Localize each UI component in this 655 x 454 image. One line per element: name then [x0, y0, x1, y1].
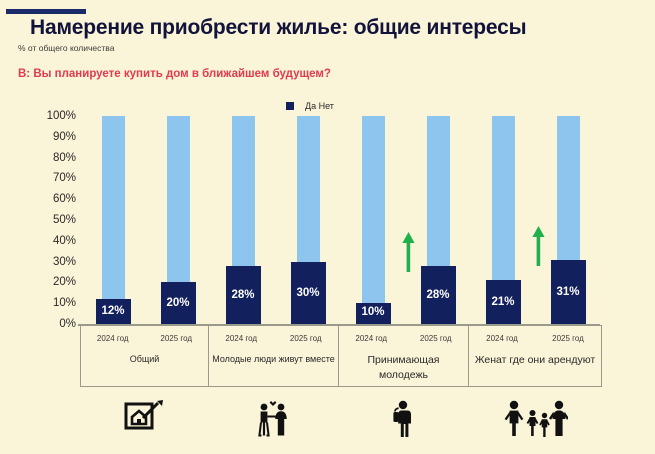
pictogram-row — [78, 392, 600, 450]
bar-value-label: 28% — [231, 288, 255, 301]
group-name-label: Принимающая молодежь — [367, 354, 440, 382]
bar-segment-no[interactable] — [167, 116, 190, 324]
group-bracket: 2024 год 2025 год Молодые люди живут вмест… — [208, 325, 338, 387]
bar-value-label: 21% — [491, 295, 515, 308]
group-name-label: Общий — [129, 354, 160, 364]
bar-value-label: 12% — [101, 304, 125, 317]
year-label: 2025 год — [289, 334, 322, 343]
bar-segment-no[interactable] — [362, 116, 385, 324]
bar-segment-yes[interactable] — [161, 282, 196, 324]
y-axis-tick: 0% — [59, 318, 76, 330]
bar-group: 30% — [279, 116, 337, 324]
bar-group: 20% — [149, 116, 207, 324]
y-axis-tick: 60% — [52, 193, 76, 206]
bar-segment-yes[interactable] — [356, 303, 391, 324]
legend-label: Да Нет — [305, 101, 334, 111]
subtitle: % от общего количества — [18, 43, 115, 53]
y-axis-tick: 100% — [46, 110, 76, 122]
bar-value-label: 20% — [166, 296, 190, 309]
group-name-label: Женат где они арендуют — [474, 354, 596, 366]
group-bracket: 2024 год 2025 год Женат где они арендуют — [468, 325, 602, 387]
year-row: 2024 год 2025 год — [81, 334, 208, 343]
bar-group: 10% — [344, 116, 402, 324]
bar-group: 31% — [532, 116, 597, 324]
year-label: 2025 год — [160, 334, 193, 343]
young-adult-backpack-icon — [338, 392, 468, 444]
legend-swatch-icon — [286, 102, 294, 110]
year-label: 2024 год — [486, 334, 518, 343]
y-axis-tick: 20% — [52, 276, 76, 289]
year-label: 2025 год — [552, 334, 584, 343]
bar-segment-no[interactable] — [492, 116, 515, 324]
y-axis: 100% 90% 80% 70% 60% 50% 40% 30% 20% 10% 0% — [30, 110, 76, 330]
y-axis-tick: 70% — [52, 172, 76, 185]
bar-group: 12% — [84, 116, 142, 324]
bar-segment-yes[interactable] — [96, 299, 131, 324]
question-text: В: Вы планируете купить дом в ближайшем … — [18, 68, 331, 80]
bar-segment-yes[interactable] — [291, 262, 326, 324]
bar-segment-no[interactable] — [102, 116, 125, 324]
bar-group: 21% — [474, 116, 532, 324]
bar-segment-yes[interactable] — [421, 266, 456, 324]
bar-value-label: 30% — [296, 286, 320, 299]
group-bracket: 2024 год 2025 год Общий — [80, 325, 208, 387]
y-axis-tick: 50% — [52, 214, 76, 226]
family-icon — [468, 392, 602, 444]
increase-arrow-icon — [532, 226, 545, 266]
year-label: 2024 год — [96, 334, 129, 343]
bar-group: 28% — [214, 116, 272, 324]
year-row: 2024 год 2025 год — [209, 334, 338, 343]
page-title: Намерение приобрести жилье: общие интере… — [30, 16, 527, 39]
y-axis-tick: 10% — [52, 297, 76, 310]
group-labels: 2024 год 2025 год Общий 2024 год 2025 год Мол… — [78, 325, 602, 387]
house-blueprint-icon — [80, 392, 208, 444]
bar-segment-yes[interactable] — [486, 280, 521, 324]
y-axis-tick: 90% — [52, 130, 76, 143]
x-axis-baseline — [78, 324, 600, 326]
group-name-label: Молодые люди живут вместе — [212, 354, 335, 364]
increase-arrow-icon — [402, 232, 415, 272]
bar-value-label: 28% — [426, 288, 450, 301]
y-axis-tick: 80% — [52, 151, 76, 164]
y-axis-tick: 40% — [52, 234, 76, 247]
year-label: 2024 год — [225, 334, 258, 343]
y-axis-tick: 30% — [52, 255, 76, 268]
group-bracket: 2024 год 2025 год Принимающая молодежь — [338, 325, 468, 387]
bar-segment-yes[interactable] — [551, 260, 586, 324]
plot-area: 12% 20% 28% 30% 10% 28% 21% 31% — [78, 116, 598, 324]
bar-segment-yes[interactable] — [226, 266, 261, 324]
bar-value-label: 31% — [556, 285, 580, 298]
year-label: 2024 год — [355, 334, 388, 343]
year-label: 2025 год — [419, 334, 452, 343]
couple-icon — [208, 392, 338, 444]
bar-value-label: 10% — [361, 305, 385, 318]
bar-group: 28% — [402, 116, 467, 324]
legend: Да Нет — [286, 101, 334, 111]
year-row: 2024 год 2025 год — [469, 334, 601, 343]
accent-bar — [6, 9, 86, 14]
year-row: 2024 год 2025 год — [339, 334, 468, 343]
